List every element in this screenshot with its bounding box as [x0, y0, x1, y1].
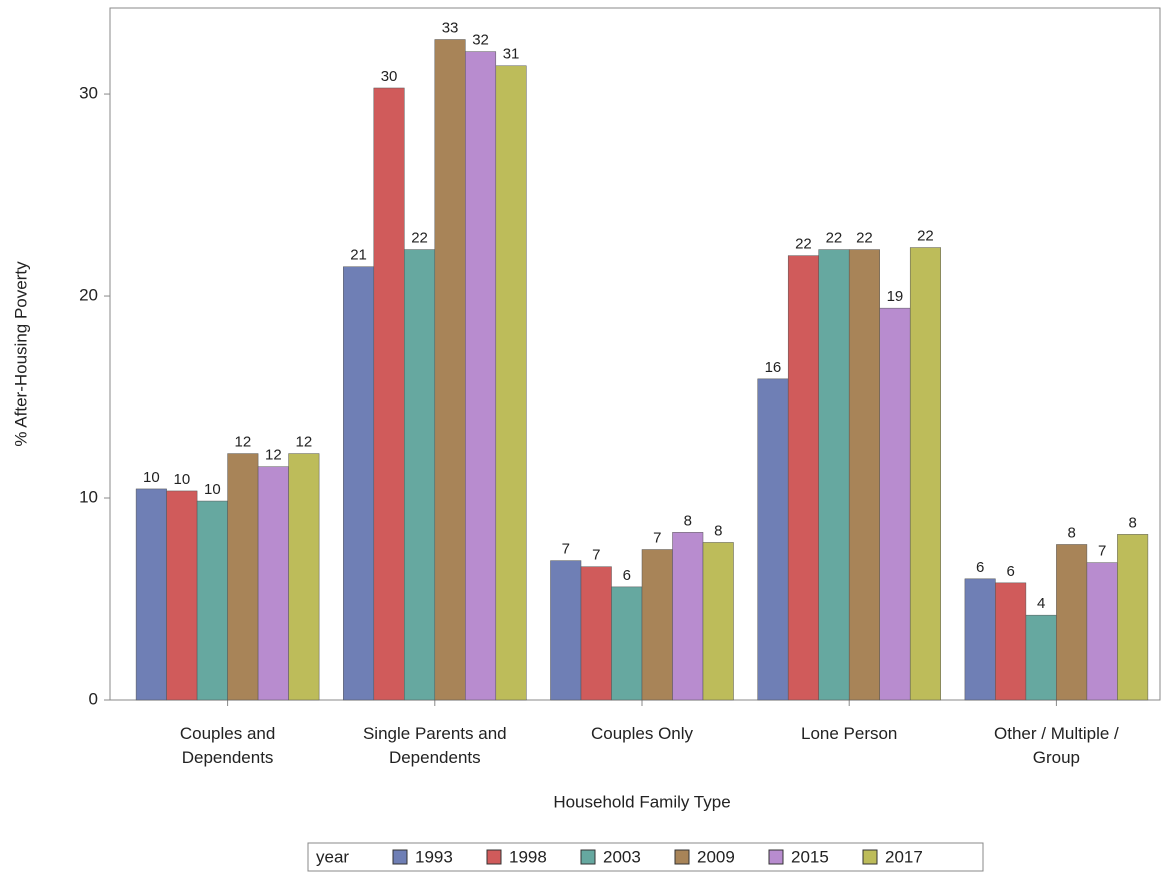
bar: [879, 307, 911, 701]
x-axis-title: Household Family Type: [553, 792, 730, 811]
data-label: 21: [350, 247, 367, 264]
bar: [1056, 544, 1088, 701]
bar: [135, 488, 167, 701]
bar: [166, 490, 198, 701]
legend-swatch: [392, 849, 408, 865]
legend-swatch: [486, 849, 502, 865]
data-label: 7: [562, 541, 570, 558]
data-label: 22: [411, 230, 428, 247]
bar: [373, 87, 405, 701]
data-label: 22: [826, 230, 843, 247]
y-tick-label: 20: [79, 286, 98, 305]
data-label: 4: [1037, 595, 1045, 612]
bar: [995, 582, 1027, 701]
data-label: 31: [503, 46, 520, 63]
data-label: 10: [204, 481, 221, 498]
data-label: 22: [795, 236, 812, 253]
x-tick-label: Single Parents and Dependents: [362, 724, 507, 767]
bar: [848, 249, 880, 701]
bar: [909, 247, 941, 701]
bar: [495, 65, 527, 701]
x-tick-label: Other / Multiple / Group: [994, 724, 1119, 767]
legend-title: year: [316, 847, 349, 866]
data-label: 10: [174, 471, 191, 488]
data-label: 22: [856, 230, 873, 247]
data-label: 6: [1006, 563, 1014, 580]
legend-label: 2017: [885, 847, 923, 866]
bar: [196, 500, 228, 701]
bar: [434, 39, 466, 701]
data-label: 10: [143, 469, 160, 486]
y-tick-label: 0: [89, 689, 98, 708]
legend-swatch: [862, 849, 878, 865]
data-label: 6: [976, 559, 984, 576]
y-axis-title: % After-Housing Poverty: [11, 261, 30, 447]
data-label: 22: [917, 228, 934, 245]
data-label: 7: [1098, 543, 1106, 560]
data-label: 30: [381, 68, 398, 85]
data-label: 7: [653, 529, 661, 546]
bar: [964, 578, 996, 701]
data-label: 32: [472, 32, 489, 49]
bar: [702, 542, 734, 701]
bar: [404, 249, 436, 701]
data-label: 12: [265, 447, 282, 464]
data-label: 12: [235, 434, 252, 451]
data-label: 19: [887, 288, 904, 305]
legend-box: [307, 842, 984, 872]
bar: [818, 249, 850, 701]
bar: [580, 566, 612, 701]
bar: [672, 532, 704, 701]
bar: [550, 560, 582, 701]
legend-label: 2009: [697, 847, 735, 866]
legend-label: 1993: [415, 847, 453, 866]
bar: [611, 586, 643, 701]
y-tick-label: 30: [79, 84, 98, 103]
data-label: 8: [1067, 524, 1075, 541]
legend-swatch: [674, 849, 690, 865]
legend-swatch: [580, 849, 596, 865]
data-label: 8: [714, 522, 722, 539]
bar: [1117, 534, 1149, 701]
data-label: 12: [296, 434, 313, 451]
legend-label: 2015: [791, 847, 829, 866]
data-label: 8: [1128, 514, 1136, 531]
bar: [787, 255, 819, 701]
bar: [465, 51, 497, 701]
x-tick-label: Couples Only: [590, 724, 694, 743]
bar: [288, 453, 320, 701]
bar: [1025, 614, 1057, 701]
y-tick-label: 10: [79, 487, 98, 506]
bar: [757, 378, 789, 701]
data-label: 16: [765, 359, 782, 376]
x-tick-label: Couples and Dependents: [179, 724, 276, 767]
x-tick-label: Lone Person: [800, 724, 898, 743]
data-label: 7: [592, 547, 600, 564]
legend-swatch: [768, 849, 784, 865]
bar: [343, 266, 375, 701]
data-label: 33: [442, 19, 459, 36]
bar: [257, 466, 289, 701]
bar: [641, 549, 673, 701]
legend-label: 2003: [603, 847, 641, 866]
data-label: 6: [623, 567, 631, 584]
bar: [1086, 562, 1118, 701]
legend-label: 1998: [509, 847, 547, 866]
data-label: 8: [684, 512, 692, 529]
bar: [227, 453, 259, 701]
